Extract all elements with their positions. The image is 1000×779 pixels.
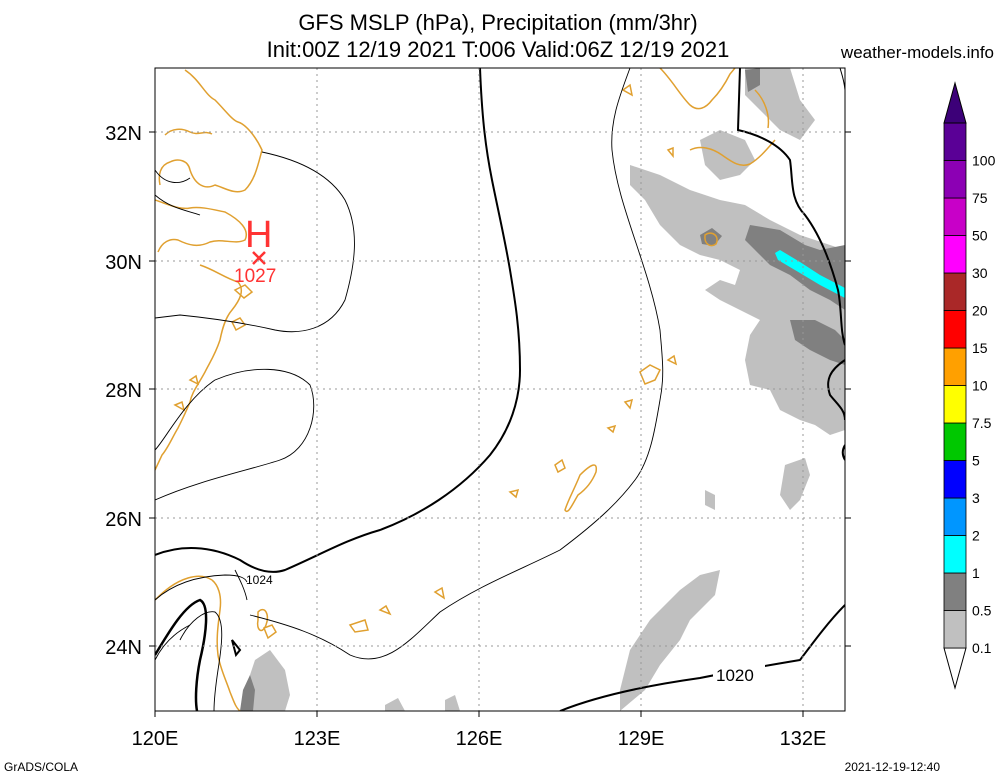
colorbar-swatch — [943, 460, 967, 499]
colorbar-swatch — [943, 122, 967, 161]
colorbar-label: 0.1 — [972, 640, 992, 656]
colorbar-above-triangle — [943, 81, 967, 124]
colorbar-swatch — [943, 535, 967, 574]
isobar-label-1020: 1020 — [716, 666, 754, 685]
colorbar-label: 10 — [972, 378, 988, 394]
colorbar-swatch — [943, 347, 967, 386]
lat-label-32n: 32N — [105, 123, 142, 145]
lon-label-132e: 132E — [780, 728, 827, 750]
colorbar-swatch — [943, 610, 967, 649]
colorbar-label: 0.5 — [972, 603, 992, 619]
lat-label-26n: 26N — [105, 509, 142, 531]
colorbar-swatch — [943, 572, 967, 611]
axis-ticks — [149, 131, 851, 717]
high-pressure-symbol: H — [245, 214, 272, 256]
colorbar-label: 2 — [972, 528, 980, 544]
colorbar-label: 30 — [972, 265, 988, 281]
lon-label-120e: 120E — [132, 728, 179, 750]
lon-label-129e: 129E — [618, 728, 665, 750]
precip-light — [240, 68, 845, 711]
colorbar-swatch — [943, 160, 967, 199]
precip-colorbar: 0.1 0.5 1 2 3 5 7.5 10 15 20 30 50 75 100 — [943, 81, 996, 690]
colorbar-label: 100 — [972, 153, 996, 169]
colorbar-swatch — [943, 197, 967, 236]
colorbar-swatch — [943, 385, 967, 424]
colorbar-label: 7.5 — [972, 415, 992, 431]
software-credit: GrADS/COLA — [4, 760, 79, 774]
precip-heavy — [775, 250, 845, 298]
graticule — [155, 68, 845, 711]
map-title-line2: Init:00Z 12/19 2021 T:006 Valid:06Z 12/1… — [266, 37, 730, 62]
colorbar-label: 20 — [972, 303, 988, 319]
coastlines — [155, 68, 776, 711]
colorbar-below-triangle — [943, 647, 967, 690]
colorbar-label: 3 — [972, 490, 980, 506]
colorbar-label: 15 — [972, 340, 988, 356]
high-pressure-value: 1027 — [234, 266, 276, 287]
colorbar-swatch — [943, 310, 967, 349]
colorbar-label: 1 — [972, 565, 980, 581]
colorbar-swatch — [943, 235, 967, 274]
isobars — [155, 68, 845, 711]
colorbar-label: 75 — [972, 190, 988, 206]
map-plot-area: 1024 1020 H 1027 — [155, 68, 845, 711]
colorbar-label: 50 — [972, 228, 988, 244]
colorbar-swatch — [943, 497, 967, 536]
colorbar-swatch — [943, 422, 967, 461]
isobar-label-1024: 1024 — [246, 573, 273, 587]
high-pressure-marker — [252, 251, 266, 265]
colorbar-label: 5 — [972, 453, 980, 469]
lat-label-24n: 24N — [105, 637, 142, 659]
colorbar-swatch — [943, 272, 967, 311]
map-title-line1: GFS MSLP (hPa), Precipitation (mm/3hr) — [298, 10, 698, 35]
lat-label-28n: 28N — [105, 380, 142, 402]
lon-label-126e: 126E — [456, 728, 503, 750]
render-timestamp: 2021-12-19-12:40 — [844, 760, 940, 774]
lon-label-123e: 123E — [294, 728, 341, 750]
site-credit: weather-models.info — [840, 43, 994, 62]
lat-label-30n: 30N — [105, 252, 142, 274]
